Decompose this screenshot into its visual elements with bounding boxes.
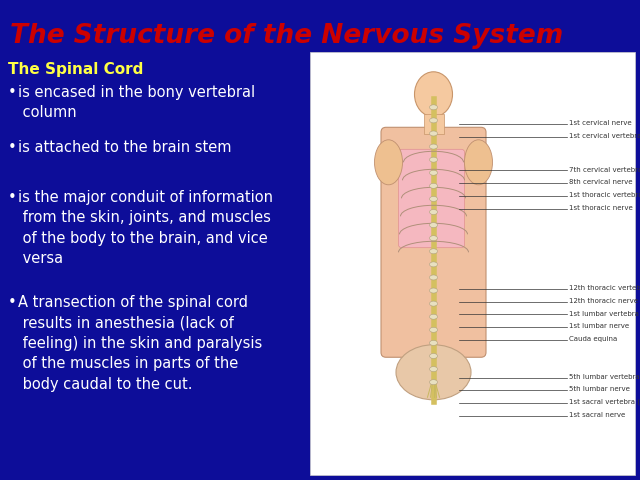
Text: is the major conduit of information
 from the skin, joints, and muscles
 of the : is the major conduit of information from… xyxy=(18,190,273,266)
Ellipse shape xyxy=(429,209,438,215)
Ellipse shape xyxy=(429,249,438,254)
FancyBboxPatch shape xyxy=(381,127,486,357)
Text: 12th thoracic nerve: 12th thoracic nerve xyxy=(569,298,638,303)
Ellipse shape xyxy=(374,140,403,185)
Text: 1st sacral nerve: 1st sacral nerve xyxy=(569,412,625,418)
Text: The Spinal Cord: The Spinal Cord xyxy=(8,62,143,77)
Ellipse shape xyxy=(429,131,438,136)
Text: Cauda equina: Cauda equina xyxy=(569,336,617,342)
Text: 5th lumbar vertebra (L5): 5th lumbar vertebra (L5) xyxy=(569,373,640,380)
Ellipse shape xyxy=(429,367,438,372)
Text: 1st lumbar nerve: 1st lumbar nerve xyxy=(569,323,629,329)
Ellipse shape xyxy=(429,105,438,110)
Ellipse shape xyxy=(429,223,438,228)
Ellipse shape xyxy=(429,340,438,346)
Text: 1st thoracic vertebra (T1): 1st thoracic vertebra (T1) xyxy=(569,192,640,198)
Ellipse shape xyxy=(429,170,438,175)
FancyBboxPatch shape xyxy=(399,149,465,248)
Bar xyxy=(310,52,635,475)
Text: 12th thoracic vertebra (T12): 12th thoracic vertebra (T12) xyxy=(569,285,640,291)
Ellipse shape xyxy=(415,72,452,117)
Ellipse shape xyxy=(429,183,438,188)
Ellipse shape xyxy=(429,288,438,293)
Ellipse shape xyxy=(429,314,438,319)
Text: is encased in the bony vertebral
 column: is encased in the bony vertebral column xyxy=(18,85,255,120)
Text: 1st thoracic nerve: 1st thoracic nerve xyxy=(569,204,633,211)
Ellipse shape xyxy=(429,353,438,359)
Text: 1st lumbar vertebra (L1): 1st lumbar vertebra (L1) xyxy=(569,310,640,316)
Ellipse shape xyxy=(429,301,438,306)
Ellipse shape xyxy=(429,327,438,332)
Text: •: • xyxy=(8,295,17,310)
Text: 7th cervical vertebra (C7): 7th cervical vertebra (C7) xyxy=(569,166,640,173)
Ellipse shape xyxy=(429,118,438,123)
Ellipse shape xyxy=(429,236,438,240)
Ellipse shape xyxy=(429,275,438,280)
Text: 1st cervical nerve: 1st cervical nerve xyxy=(569,120,632,126)
Text: •: • xyxy=(8,190,17,205)
Text: 8th cervical nerve: 8th cervical nerve xyxy=(569,179,632,185)
Text: A transection of the spinal cord
 results in anesthesia (lack of
 feeling) in th: A transection of the spinal cord results… xyxy=(18,295,262,392)
Ellipse shape xyxy=(429,144,438,149)
Text: 1st sacral vertebra (S1): 1st sacral vertebra (S1) xyxy=(569,399,640,405)
Text: 5th lumbar nerve: 5th lumbar nerve xyxy=(569,386,630,393)
Bar xyxy=(424,114,444,134)
Text: The Structure of the Nervous System: The Structure of the Nervous System xyxy=(10,23,563,49)
Ellipse shape xyxy=(465,140,493,185)
Text: is attached to the brain stem: is attached to the brain stem xyxy=(18,140,232,155)
Text: 1st cervical vertebra (C1): 1st cervical vertebra (C1) xyxy=(569,132,640,139)
Ellipse shape xyxy=(429,196,438,202)
Text: •: • xyxy=(8,140,17,155)
Ellipse shape xyxy=(396,345,471,400)
Ellipse shape xyxy=(429,157,438,162)
Ellipse shape xyxy=(429,380,438,384)
Text: •: • xyxy=(8,85,17,100)
Ellipse shape xyxy=(429,262,438,267)
